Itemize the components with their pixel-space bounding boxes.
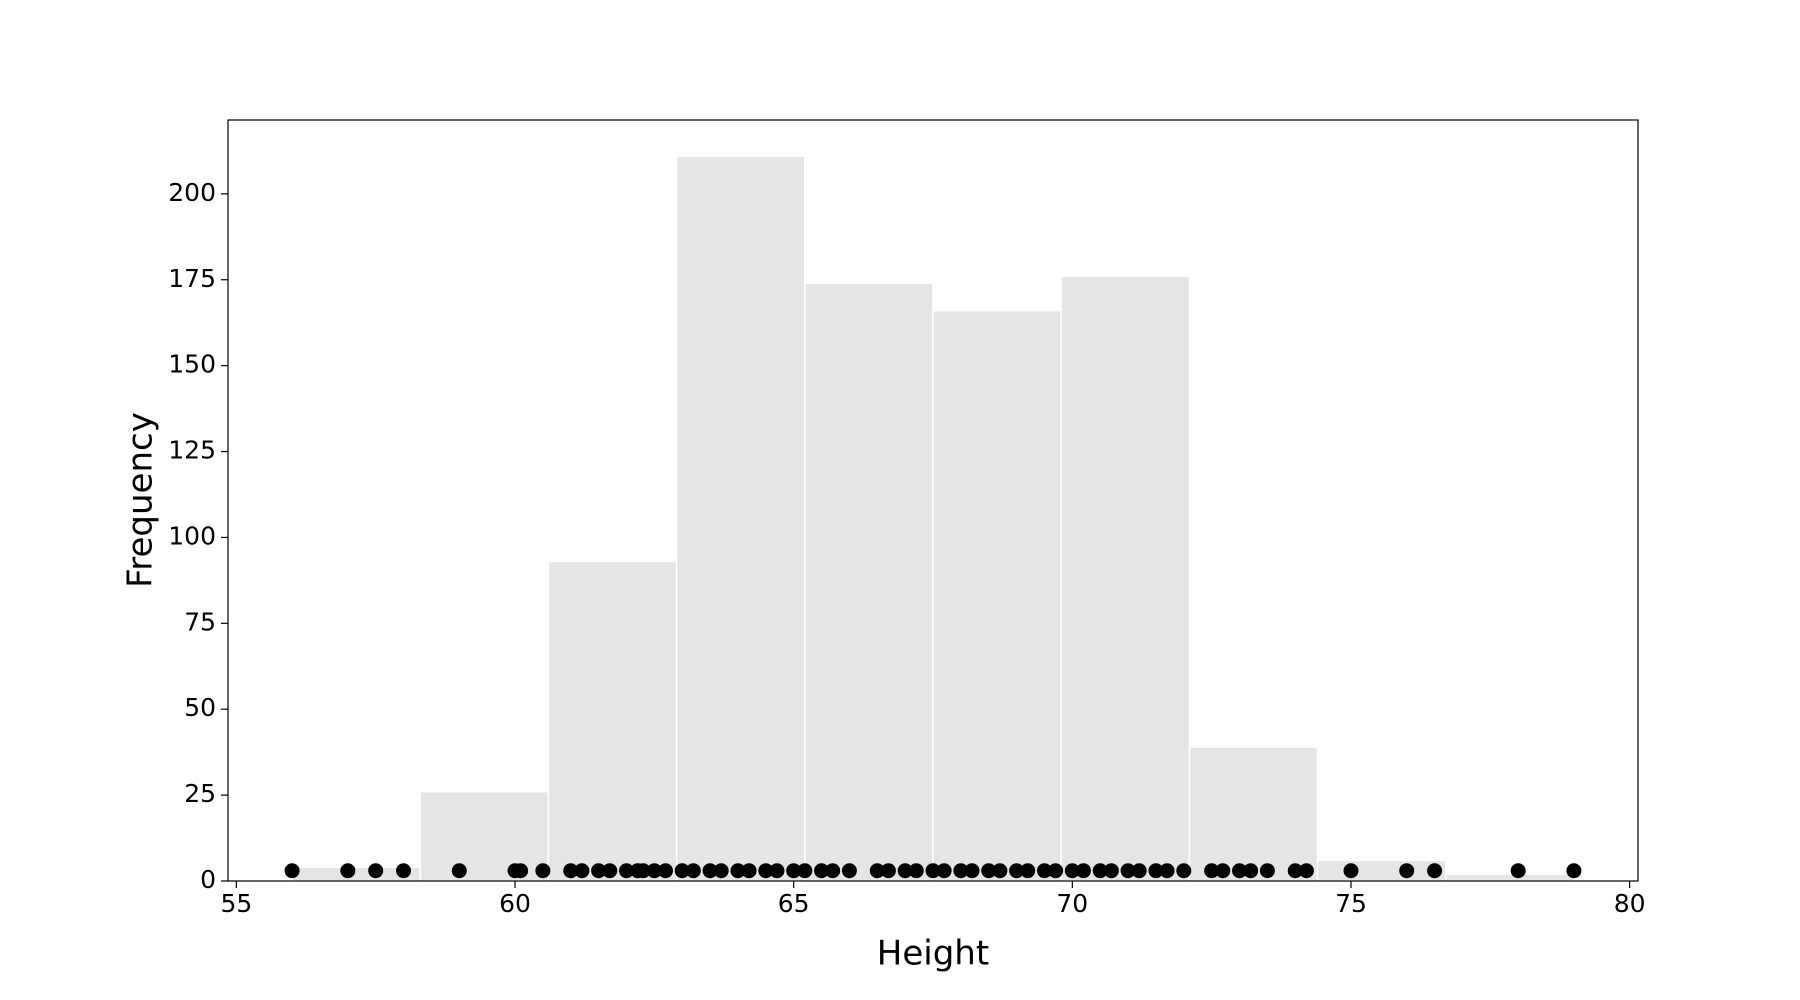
scatter-point [1298,863,1314,879]
scatter-point [284,863,300,879]
histogram-bar [1444,873,1575,882]
y-tick-label: 50 [184,693,216,722]
x-tick-label: 60 [499,889,531,918]
scatter-point [713,863,729,879]
y-tick-label: 150 [168,350,216,379]
scatter-point [1204,863,1220,879]
scatter-point [981,863,997,879]
scatter-point [591,863,607,879]
scatter-point [563,863,579,879]
scatter-point [646,863,662,879]
scatter-point [368,863,384,879]
scatter-point [1036,863,1052,879]
scatter-point [769,863,785,879]
histogram-bar [1188,746,1319,882]
scatter-point [1287,863,1303,879]
scatter-point [1064,863,1080,879]
scatter-point [1092,863,1108,879]
scatter-point [1176,863,1192,879]
histogram-bar [932,309,1062,882]
x-axis-label: Height [877,934,989,974]
scatter-point [1048,863,1064,879]
y-tick-label: 100 [168,521,216,550]
scatter-point [953,863,969,879]
scatter-point [825,863,841,879]
scatter-point [741,863,757,879]
scatter-point [657,863,673,879]
scatter-point [674,863,690,879]
scatter-point [797,863,813,879]
scatter-point [1566,863,1582,879]
scatter-point [841,863,857,879]
scatter-point [1232,863,1248,879]
x-tick-label: 55 [220,889,252,918]
histogram-bar [675,155,806,882]
scatter-point [1148,863,1164,879]
histogram-bar [1060,275,1191,882]
scatter-point [1020,863,1036,879]
scatter-point [897,863,913,879]
scatter-point [1259,863,1275,879]
scatter-point [964,863,980,879]
scatter-point [535,863,551,879]
histogram-bar [1316,859,1447,882]
scatter-point [1243,863,1259,879]
scatter-point [1131,863,1147,879]
scatter-point [618,863,634,879]
scatter-point [814,863,830,879]
x-tick-label: 70 [1056,889,1088,918]
y-tick-label: 0 [200,865,216,894]
x-tick-label: 75 [1335,889,1367,918]
scatter-point [1399,863,1415,879]
scatter-point [869,863,885,879]
scatter-point [1427,863,1443,879]
scatter-point [1120,863,1136,879]
scatter-point [992,863,1008,879]
scatter-point [786,863,802,879]
histogram-bar [804,282,934,882]
scatter-point [1159,863,1175,879]
scatter-point [1215,863,1231,879]
scatter-point [396,863,412,879]
histogram-bar [547,560,678,882]
scatter-point [1103,863,1119,879]
y-tick-label: 200 [168,178,216,207]
plot-frame [227,119,1639,882]
scatter-point [635,863,651,879]
scatter-point [730,863,746,879]
scatter-point [925,863,941,879]
scatter-point [451,863,467,879]
scatter-point [1510,863,1526,879]
y-tick-label: 175 [168,264,216,293]
scatter-point [702,863,718,879]
x-tick-label: 65 [778,889,810,918]
scatter-point [936,863,952,879]
scatter-point [1009,863,1025,879]
scatter-point [880,863,896,879]
scatter-point [758,863,774,879]
scatter-point [340,863,356,879]
scatter-point [513,863,529,879]
scatter-point [602,863,618,879]
y-tick-label: 75 [184,607,216,636]
scatter-point [574,863,590,879]
histogram-bar [419,790,550,882]
x-tick-label: 80 [1614,889,1646,918]
scatter-point [908,863,924,879]
scatter-point [1343,863,1359,879]
y-tick-label: 125 [168,436,216,465]
scatter-point [1075,863,1091,879]
y-tick-label: 25 [184,779,216,808]
scatter-point [685,863,701,879]
y-axis-label: Frequency [121,412,161,588]
